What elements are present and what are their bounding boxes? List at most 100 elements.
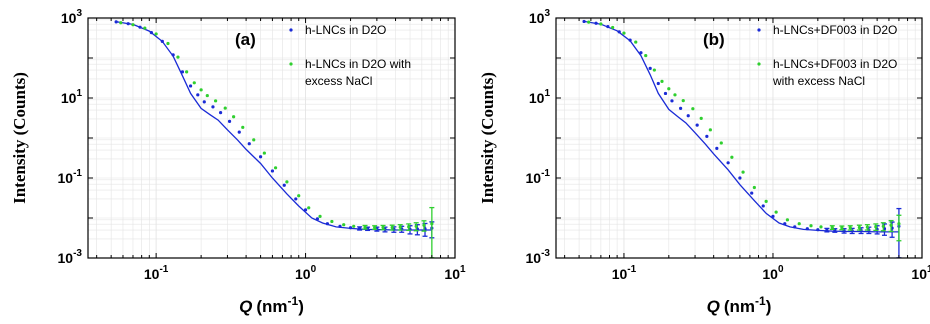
x-axis-unit: (nm bbox=[724, 297, 755, 316]
data-point bbox=[848, 226, 852, 230]
data-point bbox=[774, 210, 778, 214]
tick-exponent: 3 bbox=[544, 8, 550, 19]
x-axis-unit: (nm bbox=[256, 297, 287, 316]
tick-base: 10 bbox=[526, 170, 542, 186]
legend-entry: h-LNCs+DF003 in D2O bbox=[773, 23, 897, 37]
x-tick-label: 100 bbox=[762, 264, 784, 282]
tick-base: 10 bbox=[444, 266, 460, 282]
data-point bbox=[840, 226, 844, 230]
data-point bbox=[352, 224, 356, 228]
data-point bbox=[143, 26, 147, 30]
data-point bbox=[816, 228, 820, 232]
tick-base: 10 bbox=[911, 266, 927, 282]
data-point bbox=[114, 20, 118, 24]
data-point bbox=[652, 68, 656, 72]
data-point bbox=[138, 25, 142, 29]
data-point bbox=[171, 53, 175, 57]
data-point bbox=[211, 105, 215, 109]
data-point bbox=[663, 91, 668, 96]
data-point bbox=[660, 79, 664, 84]
data-point bbox=[285, 180, 289, 184]
data-point bbox=[738, 176, 742, 180]
data-point bbox=[390, 225, 394, 230]
data-point bbox=[644, 53, 648, 58]
tick-exponent: 1 bbox=[544, 88, 550, 99]
data-point bbox=[628, 38, 632, 42]
x-axis-close: ) bbox=[766, 297, 772, 316]
data-point bbox=[897, 222, 901, 226]
data-point bbox=[874, 225, 878, 229]
data-point bbox=[667, 87, 671, 91]
data-point bbox=[741, 170, 745, 174]
fit-line bbox=[583, 20, 899, 233]
x-tick-label: 101 bbox=[444, 264, 466, 282]
data-point bbox=[205, 93, 209, 98]
data-point bbox=[639, 51, 643, 55]
tick-exponent: -1 bbox=[159, 264, 168, 275]
tick-base: 10 bbox=[61, 90, 77, 106]
data-point bbox=[825, 228, 829, 232]
data-point bbox=[881, 224, 885, 228]
tick-exponent: -1 bbox=[627, 264, 636, 275]
data-point bbox=[730, 155, 734, 159]
data-point bbox=[752, 185, 756, 190]
series-2 bbox=[119, 21, 435, 259]
data-point bbox=[218, 111, 223, 115]
data-point bbox=[358, 226, 362, 230]
data-point bbox=[764, 199, 768, 204]
data-point bbox=[750, 191, 754, 195]
legend: h-LNCs+DF003 in D2O h-LNCs+DF003 in D2O wi… bbox=[757, 23, 897, 88]
data-point bbox=[270, 169, 275, 173]
data-point bbox=[587, 20, 591, 24]
data-point bbox=[342, 223, 346, 227]
data-point bbox=[726, 161, 730, 165]
tick-base: 10 bbox=[529, 10, 545, 26]
data-point bbox=[679, 106, 683, 110]
data-point bbox=[582, 19, 586, 24]
data-point bbox=[330, 219, 334, 224]
data-point bbox=[273, 166, 278, 170]
data-point bbox=[771, 214, 775, 218]
data-point bbox=[223, 106, 227, 110]
tick-base: 10 bbox=[58, 170, 74, 186]
data-point bbox=[185, 70, 189, 74]
x-axis-variable: Q bbox=[239, 297, 252, 316]
grid-lines bbox=[88, 17, 456, 259]
data-point bbox=[232, 115, 236, 119]
data-point bbox=[303, 208, 308, 212]
data-point bbox=[699, 116, 703, 120]
series-1 bbox=[582, 19, 902, 259]
data-point bbox=[381, 225, 385, 230]
data-point bbox=[166, 41, 170, 46]
tick-base: 10 bbox=[529, 90, 545, 106]
data-point bbox=[126, 22, 130, 26]
data-point bbox=[325, 222, 330, 226]
data-point bbox=[262, 151, 266, 155]
x-axis-close: ) bbox=[298, 297, 304, 316]
data-point bbox=[686, 114, 690, 118]
data-point bbox=[348, 226, 353, 230]
data-point bbox=[708, 128, 712, 132]
x-axis-exponent: -1 bbox=[755, 294, 766, 308]
data-point bbox=[196, 93, 200, 97]
legend-entry: h-LNCs in D2O with bbox=[305, 57, 411, 71]
data-point bbox=[363, 225, 367, 229]
legend-entry: h-LNCs in D2O bbox=[305, 23, 386, 37]
data-point bbox=[599, 22, 603, 26]
y-axis-label: Intensity (Counts) bbox=[10, 72, 29, 204]
grid-lines bbox=[556, 17, 923, 259]
data-point bbox=[617, 30, 621, 34]
legend: h-LNCs in D2O h-LNCs in D2O with excess Na… bbox=[289, 23, 411, 88]
tick-exponent: -1 bbox=[73, 168, 82, 179]
data-point bbox=[809, 224, 813, 228]
y-tick-label: 101 bbox=[529, 88, 551, 106]
data-point bbox=[819, 225, 823, 229]
data-point bbox=[611, 25, 615, 30]
legend-entry: excess NaCl bbox=[305, 74, 372, 88]
data-point bbox=[785, 218, 790, 222]
data-point bbox=[622, 31, 626, 35]
data-point bbox=[199, 88, 203, 92]
